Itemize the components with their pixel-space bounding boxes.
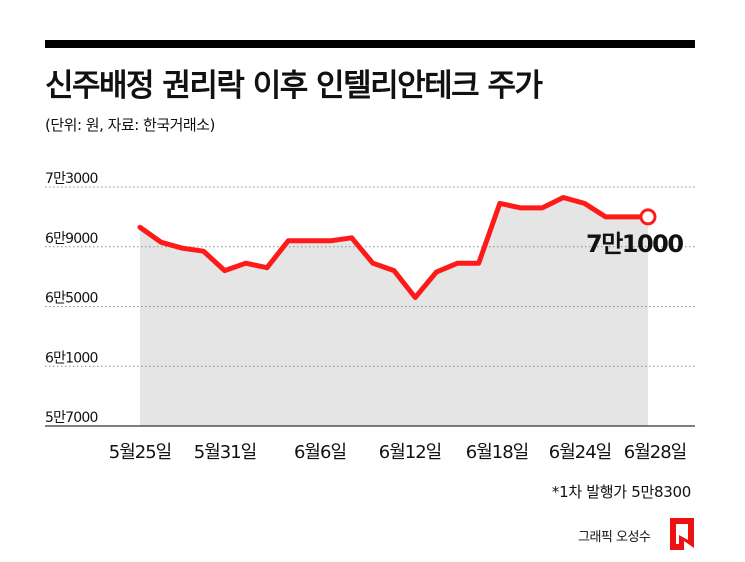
end-value-label: 7만1000	[586, 230, 683, 258]
x-tick-label: 6월24일	[549, 442, 611, 463]
area-fill	[140, 198, 648, 427]
stock-price-chart: 7만3000 6만9000 6만5000 6만1000 5만7000 5월25일 5월31…	[0, 0, 745, 480]
y-tick-labels: 7만3000 6만9000 6만5000 6만1000 5만7000	[45, 171, 98, 426]
footnote: *1차 발행가 5만8300	[552, 481, 691, 502]
x-tick-label: 6월12일	[379, 442, 441, 463]
x-tick-label: 6월28일	[624, 442, 686, 463]
x-tick-label: 5월25일	[109, 442, 171, 463]
publisher-logo-icon	[667, 514, 697, 554]
y-tick-label: 7만3000	[45, 171, 98, 187]
x-tick-labels: 5월25일 5월31일 6월6일 6월12일 6월18일 6월24일 6월28일	[109, 442, 686, 463]
y-tick-label: 6만1000	[45, 350, 98, 366]
area-fill-layer	[140, 198, 648, 427]
y-tick-label: 6만9000	[45, 231, 98, 247]
y-tick-label: 5만7000	[45, 410, 98, 426]
graphic-credit: 그래픽 오성수	[578, 526, 650, 545]
x-tick-label: 5월31일	[194, 442, 256, 463]
end-point-marker	[641, 210, 655, 224]
y-tick-label: 6만5000	[45, 291, 98, 307]
x-tick-label: 6월6일	[294, 442, 346, 463]
x-tick-label: 6월18일	[466, 442, 528, 463]
